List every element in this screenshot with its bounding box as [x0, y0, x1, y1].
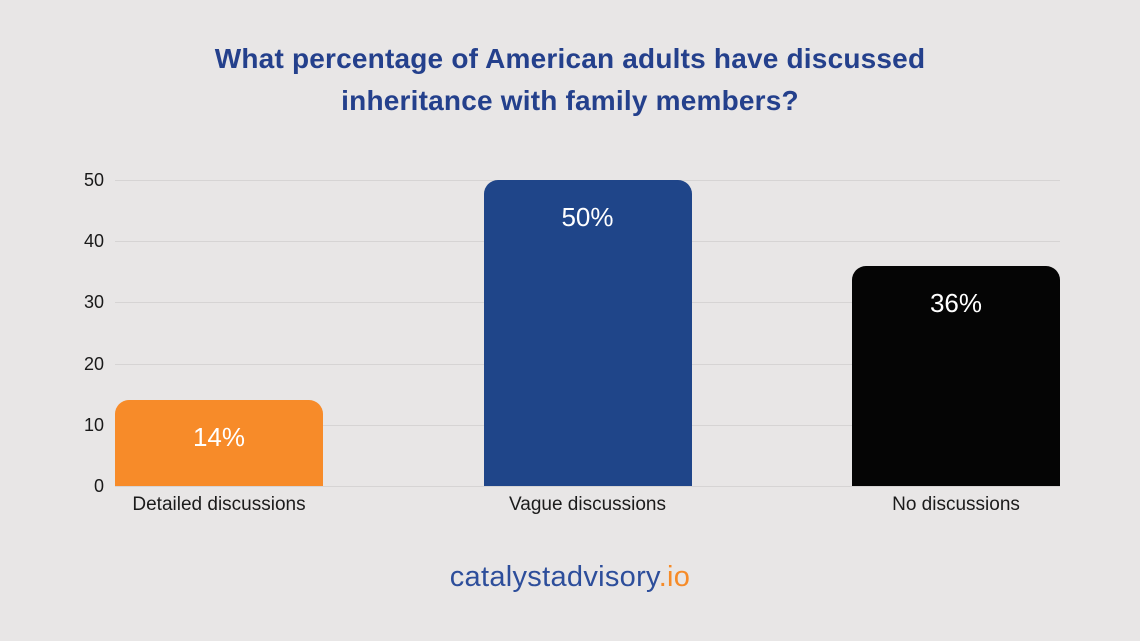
- bar-detailed-discussions: 14%: [115, 400, 323, 486]
- bar-value-label: 36%: [929, 287, 983, 318]
- bar-value-label: 14%: [192, 422, 246, 453]
- brand-name: catalystadvisory: [449, 561, 659, 593]
- y-tick-label-50: 50: [83, 170, 104, 190]
- chart-title: What percentage of American adults have …: [214, 43, 926, 116]
- gridline-0: [115, 486, 1060, 487]
- bar-value-label: 50%: [561, 202, 614, 232]
- bar-no-discussions: 36%: [852, 265, 1060, 486]
- y-tick-label-10: 10: [83, 414, 104, 435]
- bar-vague-discussions: 50%: [483, 180, 692, 486]
- x-category-label-1: Detailed discussions: [132, 494, 306, 515]
- y-tick-label-30: 30: [83, 292, 104, 313]
- x-category-label-3: No discussions: [892, 494, 1020, 515]
- x-category-label-2: Vague discussions: [508, 494, 667, 515]
- bar-chart-plot-area: 0 10 20 30 40 50 14% 50% 36% Detailed discussio…: [84, 170, 1060, 515]
- brand-tld: .io: [658, 561, 691, 593]
- y-tick-label-40: 40: [83, 231, 104, 252]
- brand-footer: catalystadvisory.io: [0, 560, 1140, 594]
- y-tick-label-0: 0: [93, 476, 104, 496]
- y-tick-label-20: 20: [83, 353, 104, 374]
